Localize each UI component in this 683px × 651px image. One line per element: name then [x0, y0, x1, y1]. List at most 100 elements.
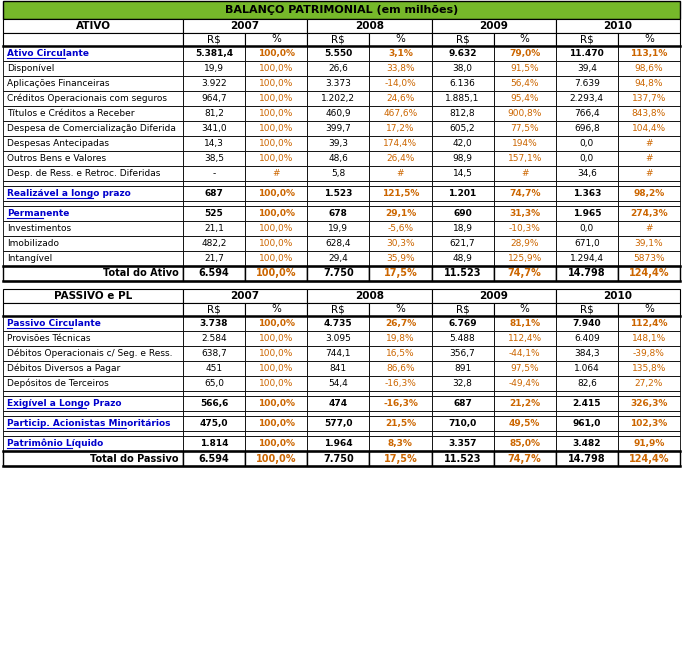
- Text: 30,3%: 30,3%: [386, 239, 415, 248]
- Bar: [494, 76, 556, 91]
- Bar: [3, 76, 183, 91]
- Text: 19,8%: 19,8%: [386, 334, 415, 343]
- Bar: [3, 221, 183, 236]
- Bar: [618, 416, 680, 431]
- Bar: [556, 396, 618, 411]
- Bar: [556, 251, 618, 266]
- Text: 3.482: 3.482: [572, 439, 601, 448]
- Text: #: #: [645, 169, 653, 178]
- Text: 97,5%: 97,5%: [510, 364, 539, 373]
- Bar: [370, 376, 432, 391]
- Text: 475,0: 475,0: [200, 419, 228, 428]
- Bar: [370, 431, 432, 436]
- Text: %: %: [644, 305, 654, 314]
- Bar: [245, 91, 307, 106]
- Text: R$: R$: [456, 35, 469, 44]
- Bar: [432, 416, 494, 431]
- Text: 32,8: 32,8: [453, 379, 473, 388]
- Bar: [494, 346, 556, 361]
- Bar: [245, 33, 307, 46]
- Bar: [370, 206, 432, 221]
- Bar: [245, 46, 307, 61]
- Text: 3.373: 3.373: [325, 79, 351, 88]
- Bar: [370, 236, 432, 251]
- Bar: [3, 206, 183, 221]
- Text: 100,0%: 100,0%: [259, 254, 294, 263]
- Bar: [307, 76, 370, 91]
- Text: 628,4: 628,4: [326, 239, 351, 248]
- Bar: [432, 396, 494, 411]
- Bar: [183, 46, 245, 61]
- Bar: [3, 186, 183, 201]
- Bar: [183, 91, 245, 106]
- Text: 2007: 2007: [231, 291, 260, 301]
- Bar: [494, 451, 556, 466]
- Bar: [307, 436, 370, 451]
- Text: 1.202,2: 1.202,2: [321, 94, 355, 103]
- Bar: [245, 396, 307, 411]
- Text: 26,6: 26,6: [329, 64, 348, 73]
- Bar: [245, 331, 307, 346]
- Bar: [307, 303, 370, 316]
- Text: 525: 525: [205, 209, 223, 218]
- Bar: [183, 151, 245, 166]
- Bar: [3, 431, 183, 436]
- Bar: [494, 361, 556, 376]
- Bar: [3, 316, 183, 331]
- Text: 961,0: 961,0: [572, 419, 601, 428]
- Bar: [245, 361, 307, 376]
- Bar: [494, 221, 556, 236]
- Text: 21,2%: 21,2%: [509, 399, 540, 408]
- Bar: [432, 451, 494, 466]
- Text: 2008: 2008: [355, 291, 384, 301]
- Bar: [494, 151, 556, 166]
- Text: 6.769: 6.769: [448, 319, 477, 328]
- Bar: [3, 376, 183, 391]
- Text: 82,6: 82,6: [577, 379, 597, 388]
- Bar: [432, 61, 494, 76]
- Bar: [494, 416, 556, 431]
- Bar: [618, 91, 680, 106]
- Bar: [3, 236, 183, 251]
- Text: 766,4: 766,4: [574, 109, 600, 118]
- Text: 24,6%: 24,6%: [387, 94, 415, 103]
- Text: 91,5%: 91,5%: [510, 64, 539, 73]
- Bar: [432, 411, 494, 416]
- Text: 0,0: 0,0: [580, 154, 594, 163]
- Text: 474: 474: [329, 399, 348, 408]
- Text: Intangível: Intangível: [7, 254, 53, 263]
- Bar: [183, 33, 245, 46]
- Text: 3.357: 3.357: [448, 439, 477, 448]
- Bar: [556, 376, 618, 391]
- Bar: [370, 221, 432, 236]
- Text: 74,7%: 74,7%: [508, 454, 542, 464]
- Text: 900,8%: 900,8%: [507, 109, 542, 118]
- Text: R$: R$: [331, 35, 345, 44]
- Text: 98,6%: 98,6%: [635, 64, 663, 73]
- Text: 2010: 2010: [603, 291, 632, 301]
- Text: 100,0%: 100,0%: [257, 189, 294, 198]
- Bar: [556, 91, 618, 106]
- Bar: [3, 396, 183, 411]
- Text: %: %: [395, 35, 406, 44]
- Text: 9.632: 9.632: [448, 49, 477, 58]
- Text: 11.470: 11.470: [570, 49, 604, 58]
- Text: 91,9%: 91,9%: [633, 439, 665, 448]
- Text: 98,2%: 98,2%: [633, 189, 665, 198]
- Text: #: #: [645, 154, 653, 163]
- Bar: [432, 76, 494, 91]
- Bar: [3, 391, 183, 396]
- Text: 2007: 2007: [231, 21, 260, 31]
- Text: Títulos e Créditos a Receber: Títulos e Créditos a Receber: [7, 109, 135, 118]
- Text: R$: R$: [207, 35, 221, 44]
- Bar: [183, 436, 245, 451]
- Bar: [432, 201, 494, 206]
- Bar: [618, 391, 680, 396]
- Bar: [494, 316, 556, 331]
- Bar: [245, 206, 307, 221]
- Bar: [370, 396, 432, 411]
- Bar: [307, 221, 370, 236]
- Bar: [618, 221, 680, 236]
- Bar: [618, 361, 680, 376]
- Text: 3,1%: 3,1%: [388, 49, 413, 58]
